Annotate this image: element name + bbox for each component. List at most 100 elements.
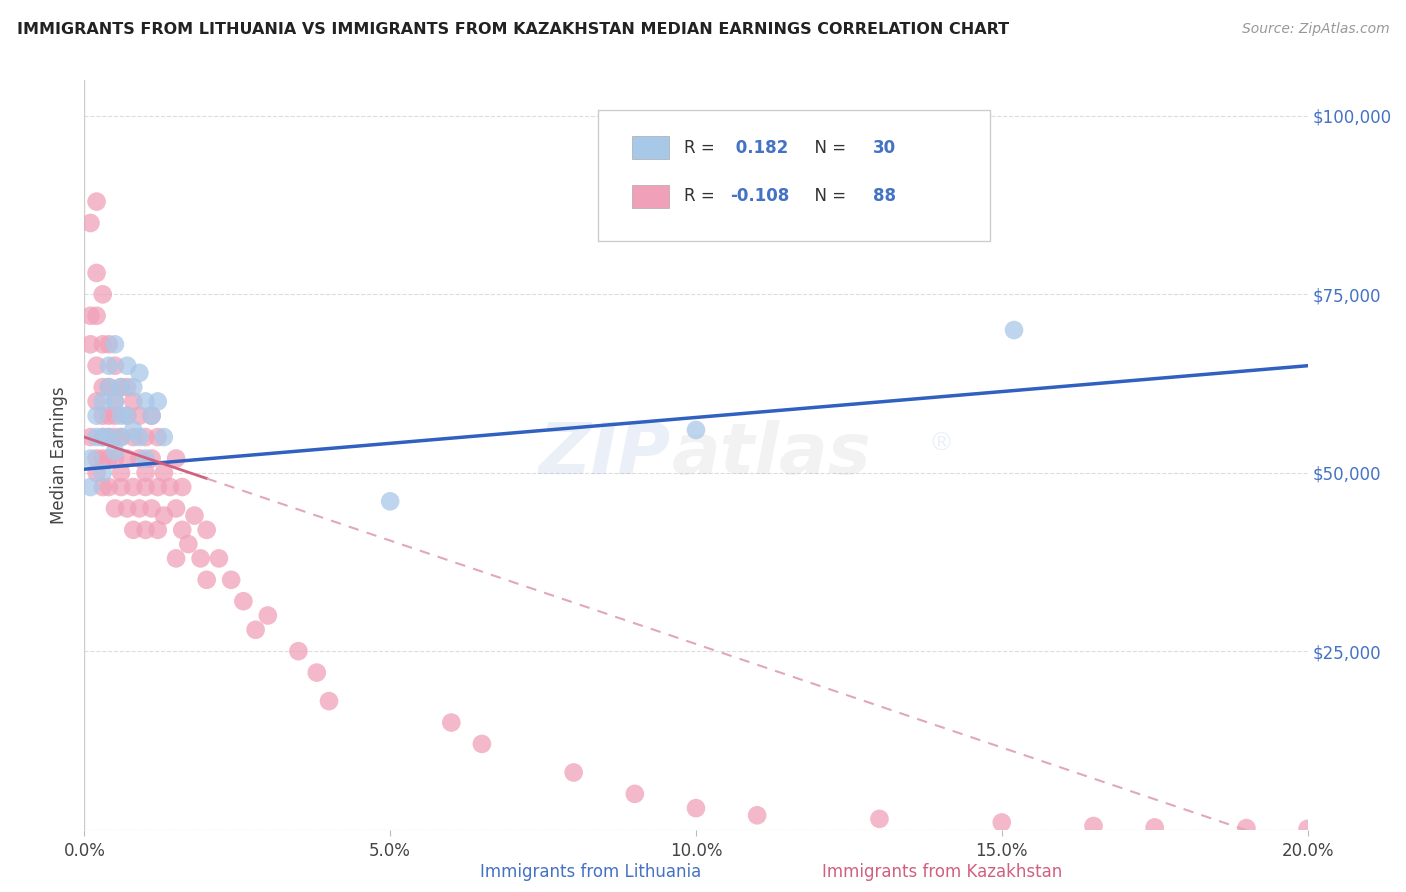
Point — [86, 409, 108, 423]
Point — [685, 801, 707, 815]
Point — [86, 194, 108, 209]
Point — [91, 466, 114, 480]
Text: ®: ® — [928, 432, 953, 456]
Point — [141, 501, 163, 516]
Point — [128, 451, 150, 466]
Point — [869, 812, 891, 826]
Point — [79, 216, 101, 230]
Point — [91, 430, 114, 444]
Point — [110, 466, 132, 480]
Point — [195, 573, 218, 587]
Point — [562, 765, 585, 780]
Point — [91, 380, 114, 394]
Point — [104, 444, 127, 458]
Point — [135, 394, 157, 409]
Point — [172, 523, 194, 537]
Text: -0.108: -0.108 — [730, 187, 790, 205]
Point — [91, 451, 114, 466]
Point — [110, 430, 132, 444]
Point — [104, 359, 127, 373]
Point — [110, 380, 132, 394]
Point — [1002, 323, 1025, 337]
Point — [1143, 821, 1166, 835]
Point — [86, 309, 108, 323]
Point — [115, 501, 138, 516]
Point — [153, 508, 176, 523]
Text: 0.182: 0.182 — [730, 139, 789, 157]
Point — [91, 394, 114, 409]
Point — [287, 644, 309, 658]
Point — [146, 480, 169, 494]
Point — [79, 337, 101, 351]
FancyBboxPatch shape — [598, 111, 990, 242]
Point — [219, 573, 242, 587]
Point — [86, 266, 108, 280]
Point — [141, 409, 163, 423]
Point — [79, 451, 101, 466]
Point — [128, 430, 150, 444]
Point — [685, 423, 707, 437]
Text: atlas: atlas — [672, 420, 872, 490]
Point — [153, 466, 176, 480]
Point — [165, 451, 187, 466]
Point — [110, 409, 132, 423]
Point — [91, 430, 114, 444]
Point — [440, 715, 463, 730]
Point — [97, 337, 120, 351]
Point — [183, 508, 205, 523]
Text: R =: R = — [683, 187, 720, 205]
Point — [104, 394, 127, 409]
Point — [122, 523, 145, 537]
Point — [86, 430, 108, 444]
Point — [159, 480, 181, 494]
Point — [97, 409, 120, 423]
Point — [86, 451, 108, 466]
Point — [245, 623, 267, 637]
Point — [104, 430, 127, 444]
Point — [86, 466, 108, 480]
Point — [104, 394, 127, 409]
Point — [86, 394, 108, 409]
FancyBboxPatch shape — [633, 186, 669, 208]
Point — [91, 287, 114, 301]
Point — [135, 523, 157, 537]
Point — [172, 480, 194, 494]
Point — [135, 430, 157, 444]
Point — [97, 430, 120, 444]
Point — [115, 409, 138, 423]
Point — [471, 737, 494, 751]
Point — [135, 480, 157, 494]
Point — [115, 451, 138, 466]
Point — [128, 409, 150, 423]
Point — [128, 366, 150, 380]
Point — [79, 480, 101, 494]
Point — [624, 787, 647, 801]
Point — [146, 523, 169, 537]
FancyBboxPatch shape — [633, 136, 669, 159]
Point — [79, 309, 101, 323]
Point — [86, 359, 108, 373]
Point — [91, 337, 114, 351]
Point — [190, 551, 212, 566]
Text: N =: N = — [804, 139, 851, 157]
Point — [97, 451, 120, 466]
Point — [122, 423, 145, 437]
Point — [115, 359, 138, 373]
Text: 88: 88 — [873, 187, 897, 205]
Point — [195, 523, 218, 537]
Point — [97, 430, 120, 444]
Point — [146, 394, 169, 409]
Y-axis label: Median Earnings: Median Earnings — [51, 386, 69, 524]
Text: Source: ZipAtlas.com: Source: ZipAtlas.com — [1241, 22, 1389, 37]
Point — [97, 380, 120, 394]
Point — [232, 594, 254, 608]
Point — [91, 480, 114, 494]
Text: R =: R = — [683, 139, 720, 157]
Text: Immigrants from Kazakhstan: Immigrants from Kazakhstan — [823, 863, 1062, 881]
Point — [104, 409, 127, 423]
Point — [165, 501, 187, 516]
Point — [104, 337, 127, 351]
Point — [318, 694, 340, 708]
Point — [110, 380, 132, 394]
Text: N =: N = — [804, 187, 851, 205]
